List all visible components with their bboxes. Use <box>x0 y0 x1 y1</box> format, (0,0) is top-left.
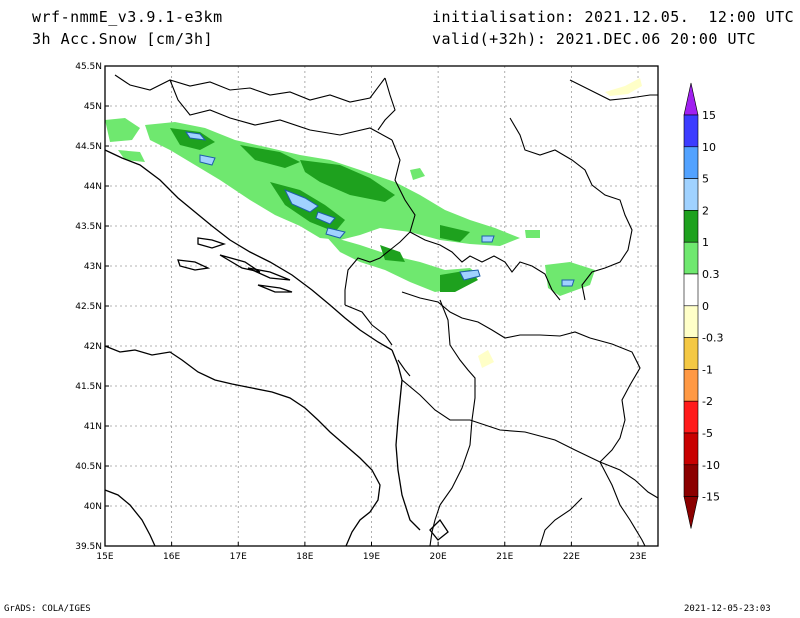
tick-label-lat: 44.5N <box>75 142 102 152</box>
tick-label-lon: 15E <box>96 552 113 562</box>
colorbar: 15 10 5 2 1 0.3 0 -0.3 -1 -2 -5 -10 -15 <box>683 82 723 529</box>
country-borders <box>114 74 659 547</box>
tick-label-lat: 45N <box>84 102 102 112</box>
tick-label-lat: 42.5N <box>75 302 102 312</box>
colorbar-swatch <box>683 400 699 434</box>
tick-label-lat: 39.5N <box>75 542 102 552</box>
colorbar-swatch <box>683 114 699 148</box>
tick-label-lat: 40.5N <box>75 462 102 472</box>
colorbar-label: 0 <box>702 300 709 313</box>
tick-label-lat: 43.5N <box>75 222 102 232</box>
init-time: initialisation: 2021.12.05. 12:00 UTC <box>432 8 795 26</box>
colorbar-swatch <box>683 369 699 402</box>
tick-label-lon: 20E <box>430 552 447 562</box>
colorbar-swatch <box>683 305 699 338</box>
tick-label-lon: 22E <box>563 552 580 562</box>
colorbar-swatch <box>683 273 699 307</box>
colorbar-label: -0.3 <box>702 332 723 345</box>
tick-label-lon: 16E <box>163 552 180 562</box>
tick-label-lon: 23E <box>629 552 646 562</box>
tick-label-lat: 42N <box>84 342 102 352</box>
coastlines <box>104 149 449 547</box>
tick-label-lat: 41N <box>84 422 102 432</box>
colorbar-label: -10 <box>702 459 720 472</box>
tick-label-lat: 43N <box>84 262 102 272</box>
colorbar-label: 1 <box>702 236 709 249</box>
footer-credit: GrADS: COLA/IGES <box>4 604 91 614</box>
colorbar-swatch <box>683 210 699 243</box>
colorbar-swatch <box>683 464 699 497</box>
colorbar-label: -1 <box>702 363 713 376</box>
tick-label-lat: 40N <box>84 502 102 512</box>
colorbar-bottom-arrow <box>683 496 699 529</box>
colorbar-swatch <box>683 178 699 211</box>
tick-label-lat: 41.5N <box>75 382 102 392</box>
axis-ticks: 15E 16E 17E 18E 19E 20E 21E 22E 23E 39.5N 40N 40.5N… <box>75 62 647 562</box>
colorbar-label: 5 <box>702 173 709 186</box>
tick-label-lon: 19E <box>363 552 380 562</box>
colorbar-swatch <box>683 241 699 275</box>
footer-timestamp: 2021-12-05-23:03 <box>684 604 771 614</box>
colorbar-label: -15 <box>702 491 720 504</box>
tick-label-lon: 18E <box>296 552 313 562</box>
colorbar-swatch <box>683 337 699 370</box>
colorbar-label: -5 <box>702 427 713 440</box>
colorbar-swatch <box>683 432 699 466</box>
colorbar-label: 0.3 <box>702 268 720 281</box>
tick-label-lat: 44N <box>84 182 102 192</box>
valid-time: valid(+32h): 2021.DEC.06 20:00 UTC <box>432 30 757 48</box>
snow-melt-shading <box>478 78 642 368</box>
tick-label-lon: 17E <box>230 552 247 562</box>
tick-label-lat: 45.5N <box>75 62 102 72</box>
colorbar-top-arrow <box>683 82 699 116</box>
colorbar-swatch <box>683 146 699 179</box>
colorbar-label: 2 <box>702 204 709 217</box>
snow-shading-blue <box>184 131 575 287</box>
variable-title: 3h Acc.Snow [cm/3h] <box>32 30 214 48</box>
colorbar-label: 10 <box>702 141 716 154</box>
colorbar-label: -2 <box>702 395 713 408</box>
model-title: wrf-nmmE_v3.9.1-e3km <box>32 8 223 26</box>
tick-label-lon: 21E <box>496 552 513 562</box>
colorbar-label: 15 <box>702 109 716 122</box>
